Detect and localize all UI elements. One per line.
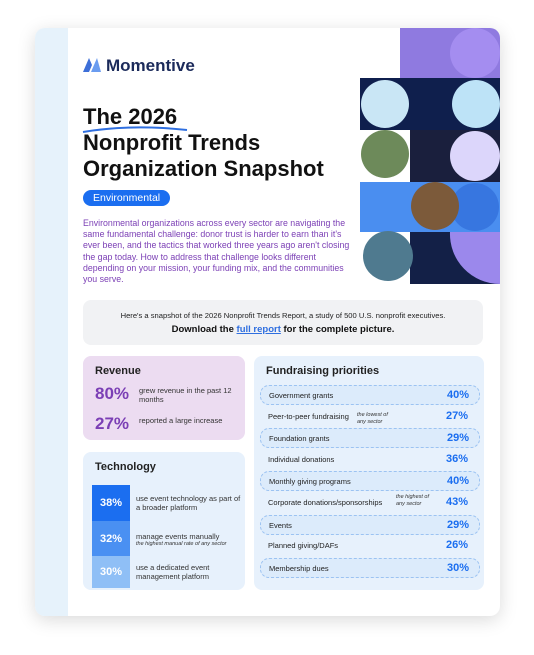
- report-card: Momentive The 2026 Nonprofit Trends Orga…: [35, 28, 500, 616]
- priority-label: Individual donations: [268, 454, 335, 464]
- priority-value: 36%: [445, 452, 468, 465]
- technology-box: Technology 38% use event technology as pa…: [83, 452, 245, 590]
- stat-value: 27%: [95, 414, 130, 433]
- stat-value: 32%: [99, 532, 123, 545]
- report-link[interactable]: full report: [236, 324, 281, 335]
- priority-value: 40%: [446, 475, 469, 488]
- priority-row: Foundation grants 29%: [260, 428, 480, 449]
- priority-value: 29%: [446, 518, 469, 531]
- snapshot-text: Here's a snapshot of the 2026 Nonprofit …: [120, 311, 446, 320]
- stat-note: the highest manual rate of any sector: [136, 540, 227, 547]
- underline-swoosh: [82, 126, 188, 133]
- logo-mark: [83, 58, 101, 72]
- section-title: Revenue: [95, 365, 141, 377]
- priority-value: 26%: [445, 539, 468, 552]
- stat-text: reported a large increase: [139, 416, 223, 425]
- stat-bar: 30%: [92, 556, 130, 588]
- priority-label: Foundation grants: [269, 434, 330, 444]
- priority-value: 43%: [445, 496, 468, 508]
- stat-text: use event technology as part of a broade…: [136, 494, 241, 512]
- stat-text: use a dedicated event management platfor…: [136, 563, 210, 581]
- tag: Environmental: [83, 190, 171, 206]
- section-title: Technology: [95, 461, 156, 473]
- priority-row: Planned giving/DAFs 26%: [260, 536, 478, 554]
- decor-tiles: [360, 28, 500, 285]
- stat-value: 80%: [95, 384, 130, 403]
- intro: Environmental organizations across every…: [83, 218, 350, 285]
- snapshot-box: Here's a snapshot of the 2026 Nonprofit …: [83, 300, 483, 345]
- brand: Momentive: [106, 56, 195, 75]
- stat-text: grew revenue in the past 12 months: [139, 386, 232, 404]
- title-line: Organization Snapshot: [83, 156, 324, 181]
- stat-value: 38%: [99, 497, 123, 509]
- title-line: Nonprofit Trends: [83, 130, 261, 155]
- side-strip: [35, 28, 68, 616]
- priority-note: the lowest of any sector: [357, 411, 388, 425]
- priority-label: Corporate donations/sponsorships: [268, 498, 383, 507]
- cta-text: Download the: [171, 324, 237, 335]
- priority-label: Planned giving/DAFs: [268, 541, 339, 551]
- cta-text: for the complete picture.: [280, 324, 395, 335]
- priority-value: 29%: [446, 432, 469, 445]
- priority-row: Individual donations 36%: [260, 450, 478, 468]
- snapshot-cta: Download the full report for the complet…: [83, 324, 483, 335]
- stat-text: manage events manually: [136, 531, 220, 541]
- priority-label: Government grants: [269, 391, 334, 400]
- priority-row: Government grants 40%: [260, 385, 480, 405]
- priority-row: Events 29%: [260, 514, 480, 535]
- priority-value: 27%: [445, 409, 468, 422]
- section-title: Fundraising priorities: [266, 365, 380, 377]
- revenue-box: Revenue 80% grew revenue in the past 12 m…: [83, 356, 245, 440]
- priority-label: Events: [269, 520, 292, 530]
- stat-bar: 38%: [92, 485, 130, 521]
- fundraising-box: Fundraising priorities Government grants…: [254, 356, 484, 590]
- title: The 2026 Nonprofit Trends Organization S…: [83, 104, 324, 182]
- priority-label: Peer-to-peer fundraising: [268, 411, 349, 421]
- stat-bar: 32%: [92, 521, 130, 556]
- priority-row: Peer-to-peer fundraising the lowest of an…: [260, 407, 478, 425]
- priority-label: Membership dues: [269, 563, 329, 573]
- priority-value: 30%: [446, 561, 469, 574]
- priority-row: Monthly giving programs 40%: [260, 471, 480, 492]
- priority-row: Membership dues 30%: [260, 557, 480, 578]
- priority-note: the highest of any sector: [396, 494, 430, 507]
- title-line: The 2026: [83, 104, 178, 129]
- priority-row: Corporate donations/sponsorships the high…: [260, 493, 478, 511]
- stat-value: 30%: [99, 566, 123, 578]
- priority-label: Monthly giving programs: [269, 477, 351, 487]
- priority-value: 40%: [446, 389, 469, 401]
